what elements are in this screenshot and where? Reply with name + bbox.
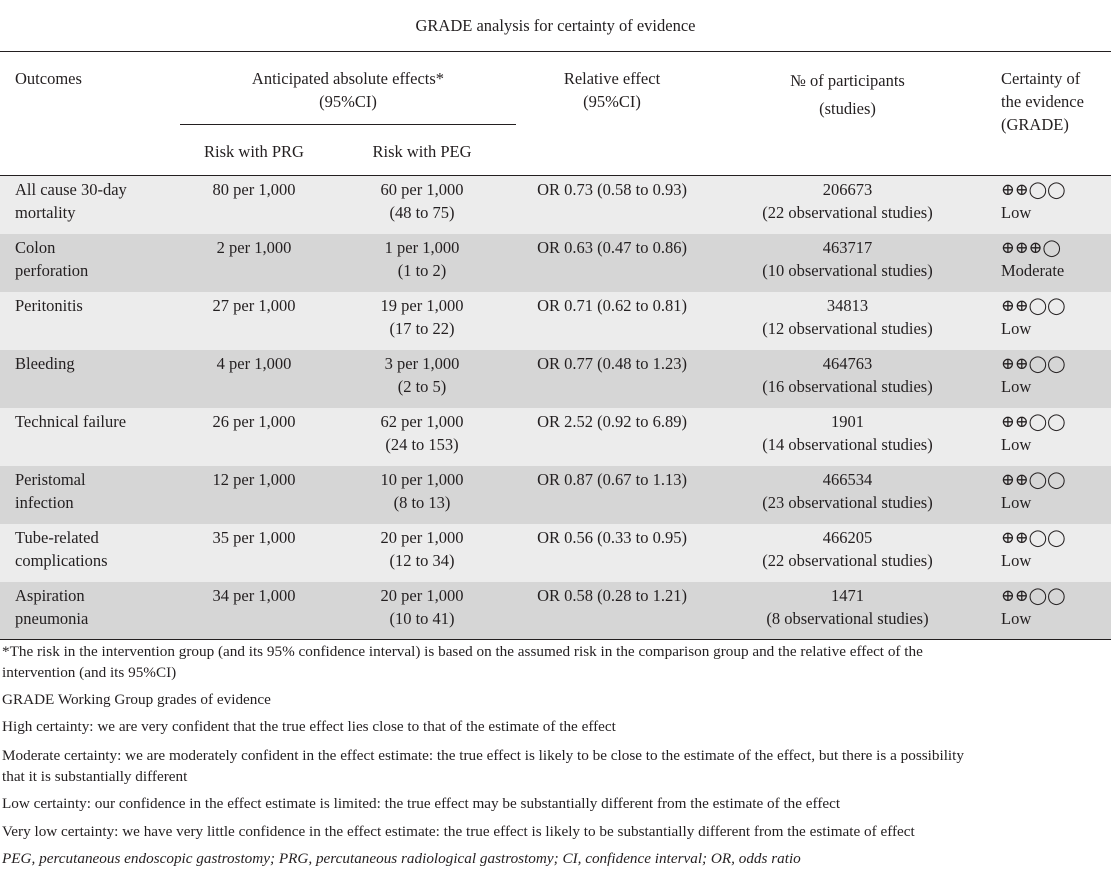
- certainty-symbols: ⊕⊕◯◯: [1001, 412, 1066, 431]
- certainty-symbols: ⊕⊕◯◯: [1001, 470, 1066, 489]
- participants-cell: 466534 (23 observational studies): [762, 470, 933, 512]
- certainty-label: Low: [1001, 551, 1032, 570]
- footnote-grade-heading: GRADE Working Group grades of evidence: [2, 691, 271, 708]
- footnote-very-low-certainty: Very low certainty: we have very little …: [2, 823, 915, 840]
- table-row: Technical failure 26 per 1,000 62 per 1,…: [0, 408, 1111, 466]
- risk-prg-cell: 35 per 1,000: [212, 528, 296, 547]
- risk-prg-cell: 4 per 1,000: [216, 354, 292, 373]
- table-title: GRADE analysis for certainty of evidence: [0, 0, 1111, 52]
- header-participants: № of participants (studies): [730, 67, 965, 123]
- certainty-label: Low: [1001, 609, 1032, 628]
- header-certainty-line2: the evidence: [1001, 92, 1084, 111]
- risk-peg-cell: 62 per 1,000 (24 to 153): [380, 412, 464, 454]
- relative-effect-cell: OR 0.58 (0.28 to 1.21): [537, 586, 687, 605]
- footnote-asterisk: *The risk in the intervention group (and…: [2, 643, 923, 681]
- outcome-cell: Peristomal infection: [15, 470, 86, 512]
- table-row: Peristomal infection 12 per 1,000 10 per …: [0, 466, 1111, 524]
- certainty-symbols: ⊕⊕◯◯: [1001, 180, 1066, 199]
- participants-cell: 1471 (8 observational studies): [766, 586, 929, 628]
- outcome-cell: Colon perforation: [15, 238, 89, 280]
- risk-peg-cell: 20 per 1,000 (12 to 34): [380, 528, 464, 570]
- relative-effect-cell: OR 0.63 (0.47 to 0.86): [537, 238, 687, 257]
- outcome-cell: Bleeding: [15, 354, 75, 373]
- certainty-label: Low: [1001, 319, 1032, 338]
- participants-cell: 464763 (16 observational studies): [762, 354, 933, 396]
- header-outcomes: Outcomes: [15, 69, 82, 88]
- certainty-cell: ⊕⊕◯◯ Low: [1001, 468, 1106, 514]
- risk-prg-cell: 2 per 1,000: [216, 238, 292, 257]
- certainty-label: Low: [1001, 493, 1032, 512]
- risk-peg-cell: 60 per 1,000 (48 to 75): [380, 180, 464, 222]
- certainty-cell: ⊕⊕◯◯ Low: [1001, 178, 1106, 224]
- certainty-cell: ⊕⊕◯◯ Low: [1001, 584, 1106, 630]
- header-risk-prg: Risk with PRG: [204, 142, 304, 161]
- outcome-cell: All cause 30-day mortality: [15, 180, 127, 222]
- outcome-cell: Technical failure: [15, 412, 127, 431]
- risk-peg-cell: 20 per 1,000 (10 to 41): [380, 586, 464, 628]
- certainty-label: Moderate: [1001, 261, 1065, 280]
- footnote-abbreviations: PEG, percutaneous endoscopic gastrostomy…: [2, 850, 801, 867]
- header-relative-line1: Relative effect: [563, 69, 661, 88]
- header-certainty-line3: (GRADE): [1001, 115, 1069, 134]
- certainty-symbols: ⊕⊕◯◯: [1001, 296, 1066, 315]
- table-row: Colon perforation 2 per 1,000 1 per 1,000…: [0, 234, 1111, 292]
- risk-prg-cell: 80 per 1,000: [212, 180, 296, 199]
- certainty-symbols: ⊕⊕◯◯: [1001, 528, 1066, 547]
- footnote-high-certainty: High certainty: we are very confident th…: [2, 718, 616, 735]
- certainty-symbols: ⊕⊕◯◯: [1001, 586, 1066, 605]
- participants-cell: 1901 (14 observational studies): [762, 412, 933, 454]
- risk-prg-cell: 26 per 1,000: [212, 412, 296, 431]
- risk-peg-cell: 3 per 1,000 (2 to 5): [384, 354, 460, 396]
- header-anticipated-line1: Anticipated absolute effects*: [251, 69, 445, 88]
- header-bottom-rule: [0, 175, 1111, 176]
- header-certainty: Certainty of the evidence (GRADE): [1001, 67, 1109, 136]
- table-row: Peritonitis 27 per 1,000 19 per 1,000 (17…: [0, 292, 1111, 350]
- participants-cell: 34813 (12 observational studies): [762, 296, 933, 338]
- risk-prg-cell: 12 per 1,000: [212, 470, 296, 489]
- certainty-label: Low: [1001, 377, 1032, 396]
- table-row: Tube-related complications 35 per 1,000 2…: [0, 524, 1111, 582]
- certainty-label: Low: [1001, 435, 1032, 454]
- risk-prg-cell: 27 per 1,000: [212, 296, 296, 315]
- certainty-cell: ⊕⊕◯◯ Low: [1001, 294, 1106, 340]
- certainty-label: Low: [1001, 203, 1032, 222]
- header-subgroup-rule: [180, 124, 516, 125]
- participants-cell: 466205 (22 observational studies): [762, 528, 933, 570]
- table-row: Aspiration pneumonia 34 per 1,000 20 per …: [0, 582, 1111, 640]
- footnote-moderate-certainty: Moderate certainty: we are moderately co…: [2, 747, 964, 785]
- participants-cell: 463717 (10 observational studies): [762, 238, 933, 280]
- participants-cell: 206673 (22 observational studies): [762, 180, 933, 222]
- table-row: Bleeding 4 per 1,000 3 per 1,000 (2 to 5)…: [0, 350, 1111, 408]
- outcome-cell: Peritonitis: [15, 296, 83, 315]
- header-participants-line1: № of participants: [790, 71, 905, 90]
- outcome-cell: Aspiration pneumonia: [15, 586, 89, 628]
- certainty-cell: ⊕⊕◯◯ Low: [1001, 526, 1106, 572]
- relative-effect-cell: OR 0.71 (0.62 to 0.81): [537, 296, 687, 315]
- certainty-cell: ⊕⊕◯◯ Low: [1001, 352, 1106, 398]
- certainty-symbols: ⊕⊕⊕◯: [1001, 238, 1061, 257]
- risk-peg-cell: 19 per 1,000 (17 to 22): [380, 296, 464, 338]
- header-risk-peg: Risk with PEG: [372, 142, 472, 161]
- footnote-low-certainty: Low certainty: our confidence in the eff…: [2, 795, 841, 812]
- risk-peg-cell: 1 per 1,000 (1 to 2): [384, 238, 460, 280]
- header-anticipated-effects: Anticipated absolute effects* (95%CI): [180, 67, 516, 113]
- outcome-cell: Tube-related complications: [15, 528, 108, 570]
- risk-peg-cell: 10 per 1,000 (8 to 13): [380, 470, 464, 512]
- header-relative-effect: Relative effect (95%CI): [520, 67, 704, 113]
- certainty-cell: ⊕⊕⊕◯ Moderate: [1001, 236, 1106, 282]
- header-anticipated-line2: (95%CI): [319, 92, 377, 111]
- table-bottom-rule: [0, 639, 1111, 640]
- header-participants-line2: (studies): [819, 99, 876, 118]
- relative-effect-cell: OR 0.77 (0.48 to 1.23): [537, 354, 687, 373]
- risk-prg-cell: 34 per 1,000: [212, 586, 296, 605]
- relative-effect-cell: OR 0.56 (0.33 to 0.95): [537, 528, 687, 547]
- relative-effect-cell: OR 0.73 (0.58 to 0.93): [537, 180, 687, 199]
- header-certainty-line1: Certainty of: [1001, 69, 1081, 88]
- certainty-cell: ⊕⊕◯◯ Low: [1001, 410, 1106, 456]
- relative-effect-cell: OR 2.52 (0.92 to 6.89): [537, 412, 687, 431]
- relative-effect-cell: OR 0.87 (0.67 to 1.13): [537, 470, 687, 489]
- table-row: All cause 30-day mortality 80 per 1,000 6…: [0, 176, 1111, 234]
- certainty-symbols: ⊕⊕◯◯: [1001, 354, 1066, 373]
- header-relative-line2: (95%CI): [583, 92, 641, 111]
